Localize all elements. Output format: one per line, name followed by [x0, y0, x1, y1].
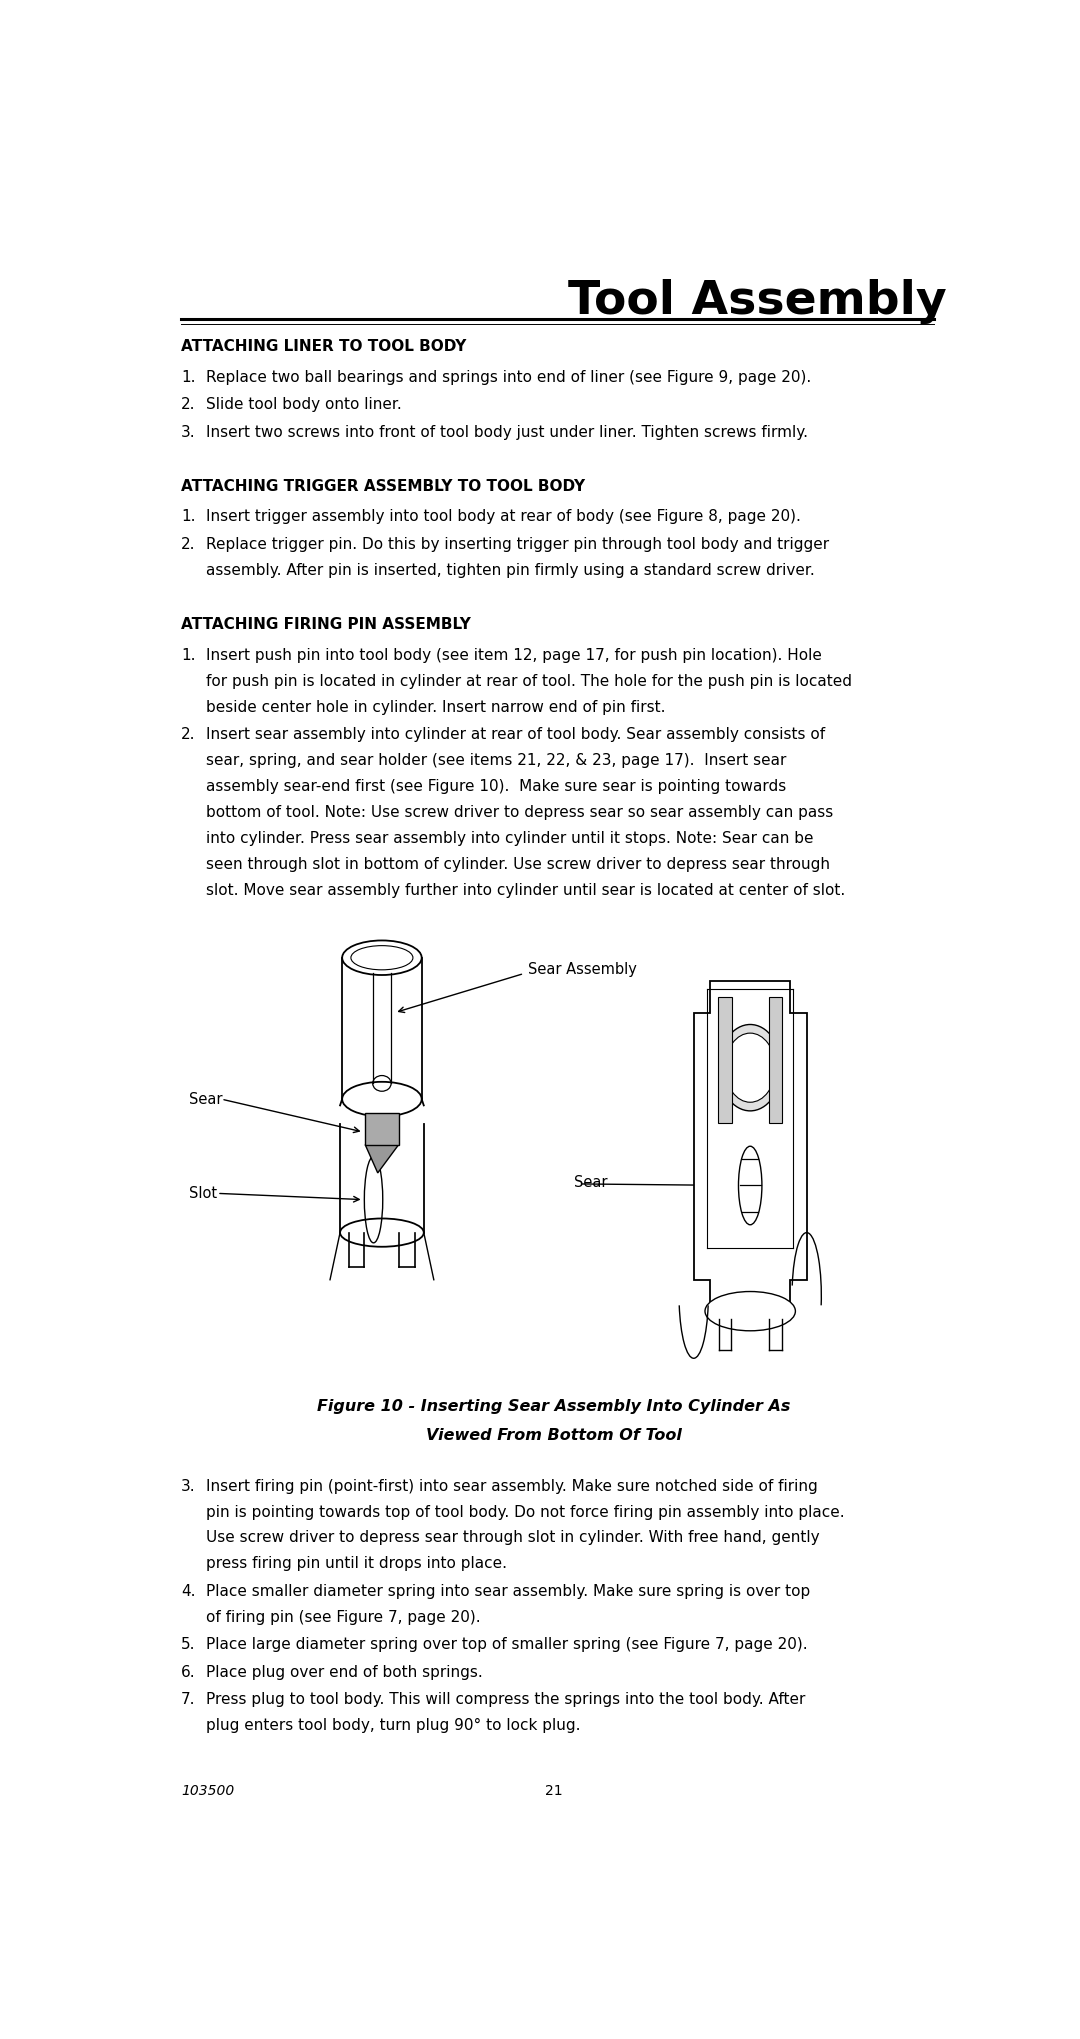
Text: 4.: 4. — [181, 1582, 195, 1599]
Text: Sear Assembly: Sear Assembly — [528, 962, 637, 977]
Text: of firing pin (see Figure 7, page 20).: of firing pin (see Figure 7, page 20). — [206, 1609, 481, 1623]
Text: 3.: 3. — [181, 1478, 195, 1493]
Text: Sear: Sear — [189, 1091, 222, 1107]
Bar — [769, 997, 782, 1123]
Text: Insert sear assembly into cylinder at rear of tool body. Sear assembly consists : Insert sear assembly into cylinder at re… — [206, 726, 825, 742]
Text: Replace two ball bearings and springs into end of liner (see Figure 9, page 20).: Replace two ball bearings and springs in… — [206, 369, 811, 385]
Text: Viewed From Bottom Of Tool: Viewed From Bottom Of Tool — [426, 1427, 681, 1442]
Ellipse shape — [340, 1219, 423, 1248]
Text: Insert two screws into front of tool body just under liner. Tighten screws firml: Insert two screws into front of tool bod… — [206, 424, 808, 440]
Text: assembly. After pin is inserted, tighten pin firmly using a standard screw drive: assembly. After pin is inserted, tighten… — [206, 563, 815, 577]
Text: 2.: 2. — [181, 536, 195, 553]
Text: 6.: 6. — [181, 1664, 195, 1678]
Text: Insert firing pin (point-first) into sear assembly. Make sure notched side of fi: Insert firing pin (point-first) into sea… — [206, 1478, 818, 1493]
Text: Insert push pin into tool body (see item 12, page 17, for push pin location). Ho: Insert push pin into tool body (see item… — [206, 648, 822, 663]
Text: Place smaller diameter spring into sear assembly. Make sure spring is over top: Place smaller diameter spring into sear … — [206, 1582, 810, 1599]
Text: ATTACHING TRIGGER ASSEMBLY TO TOOL BODY: ATTACHING TRIGGER ASSEMBLY TO TOOL BODY — [181, 479, 585, 493]
Text: 1.: 1. — [181, 510, 195, 524]
Ellipse shape — [705, 1293, 795, 1331]
Text: ATTACHING LINER TO TOOL BODY: ATTACHING LINER TO TOOL BODY — [181, 338, 467, 355]
Text: 1.: 1. — [181, 369, 195, 385]
Text: ATTACHING FIRING PIN ASSEMBLY: ATTACHING FIRING PIN ASSEMBLY — [181, 616, 471, 632]
Text: Slot: Slot — [189, 1187, 217, 1201]
Text: into cylinder. Press sear assembly into cylinder until it stops. Note: Sear can : into cylinder. Press sear assembly into … — [206, 830, 813, 846]
Text: Press plug to tool body. This will compress the springs into the tool body. Afte: Press plug to tool body. This will compr… — [206, 1692, 806, 1707]
Text: 2.: 2. — [181, 398, 195, 412]
Text: 7.: 7. — [181, 1692, 195, 1707]
Polygon shape — [365, 1146, 399, 1172]
Text: for push pin is located in cylinder at rear of tool. The hole for the push pin i: for push pin is located in cylinder at r… — [206, 673, 852, 689]
Text: 103500: 103500 — [181, 1784, 234, 1796]
Ellipse shape — [725, 1034, 775, 1103]
Text: 21: 21 — [544, 1784, 563, 1796]
Text: 3.: 3. — [181, 424, 195, 440]
Ellipse shape — [719, 1026, 782, 1111]
Text: Replace trigger pin. Do this by inserting trigger pin through tool body and trig: Replace trigger pin. Do this by insertin… — [206, 536, 829, 553]
Text: 1.: 1. — [181, 648, 195, 663]
Ellipse shape — [342, 1083, 421, 1117]
Text: Insert trigger assembly into tool body at rear of body (see Figure 8, page 20).: Insert trigger assembly into tool body a… — [206, 510, 801, 524]
Polygon shape — [693, 983, 807, 1311]
Text: beside center hole in cylinder. Insert narrow end of pin first.: beside center hole in cylinder. Insert n… — [206, 699, 665, 714]
Text: 5.: 5. — [181, 1637, 195, 1652]
Text: Place large diameter spring over top of smaller spring (see Figure 7, page 20).: Place large diameter spring over top of … — [206, 1637, 808, 1652]
Text: seen through slot in bottom of cylinder. Use screw driver to depress sear throug: seen through slot in bottom of cylinder.… — [206, 856, 831, 871]
Text: sear, spring, and sear holder (see items 21, 22, & 23, page 17).  Insert sear: sear, spring, and sear holder (see items… — [206, 752, 786, 767]
Text: Place plug over end of both springs.: Place plug over end of both springs. — [206, 1664, 483, 1678]
Bar — [718, 997, 732, 1123]
Text: pin is pointing towards top of tool body. Do not force firing pin assembly into : pin is pointing towards top of tool body… — [206, 1505, 845, 1519]
Text: slot. Move sear assembly further into cylinder until sear is located at center o: slot. Move sear assembly further into cy… — [206, 883, 846, 897]
Text: Slide tool body onto liner.: Slide tool body onto liner. — [206, 398, 402, 412]
Text: Tool Assembly: Tool Assembly — [568, 279, 947, 324]
Text: Sear: Sear — [575, 1174, 608, 1191]
Text: 2.: 2. — [181, 726, 195, 742]
Text: bottom of tool. Note: Use screw driver to depress sear so sear assembly can pass: bottom of tool. Note: Use screw driver t… — [206, 805, 834, 820]
Ellipse shape — [739, 1146, 761, 1225]
Text: press firing pin until it drops into place.: press firing pin until it drops into pla… — [206, 1556, 508, 1570]
Bar — [365, 1113, 399, 1146]
Text: plug enters tool body, turn plug 90° to lock plug.: plug enters tool body, turn plug 90° to … — [206, 1717, 581, 1733]
Text: Figure 10 - Inserting Sear Assembly Into Cylinder As: Figure 10 - Inserting Sear Assembly Into… — [316, 1399, 791, 1413]
Text: Use screw driver to depress sear through slot in cylinder. With free hand, gentl: Use screw driver to depress sear through… — [206, 1529, 820, 1546]
Text: assembly sear-end first (see Figure 10).  Make sure sear is pointing towards: assembly sear-end first (see Figure 10).… — [206, 779, 786, 793]
Ellipse shape — [342, 940, 421, 975]
